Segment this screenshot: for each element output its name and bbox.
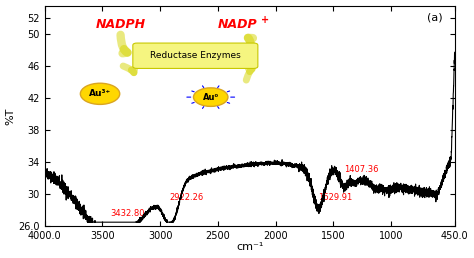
Text: Reductase Enzymes: Reductase Enzymes bbox=[150, 51, 240, 60]
FancyArrowPatch shape bbox=[248, 38, 253, 54]
Text: +: + bbox=[261, 15, 269, 26]
Text: 2922.26: 2922.26 bbox=[169, 193, 203, 202]
Y-axis label: %T: %T bbox=[6, 107, 16, 125]
Text: NADP: NADP bbox=[218, 18, 257, 31]
Circle shape bbox=[193, 88, 228, 106]
Circle shape bbox=[81, 83, 120, 104]
FancyArrowPatch shape bbox=[246, 69, 252, 80]
FancyArrowPatch shape bbox=[120, 35, 128, 53]
Text: 1629.91: 1629.91 bbox=[319, 193, 353, 202]
X-axis label: cm⁻¹: cm⁻¹ bbox=[236, 243, 264, 252]
FancyArrowPatch shape bbox=[123, 66, 135, 73]
Text: 3432.80: 3432.80 bbox=[110, 209, 145, 218]
Text: NADPH: NADPH bbox=[95, 18, 146, 31]
Text: Au³⁺: Au³⁺ bbox=[89, 89, 111, 98]
Text: 1407.36: 1407.36 bbox=[344, 165, 379, 174]
Text: Au⁰: Au⁰ bbox=[203, 93, 219, 102]
Text: (a): (a) bbox=[427, 12, 442, 22]
FancyBboxPatch shape bbox=[133, 43, 258, 68]
